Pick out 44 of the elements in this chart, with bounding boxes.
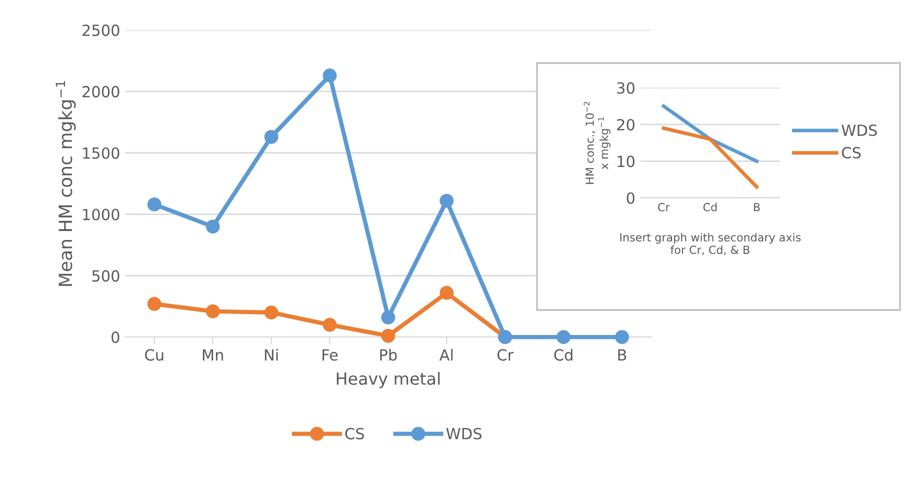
point (264, 130, 278, 144)
x-tick-label: Fe (322, 349, 338, 361)
y-tick-label: 30 (617, 82, 634, 94)
point (615, 330, 629, 344)
legend-label: CS (345, 428, 364, 440)
point (381, 328, 396, 343)
x-tick-label: Mn (202, 349, 223, 360)
x-tick-label: B (618, 349, 626, 360)
point (206, 304, 220, 318)
x-tick-label: B (754, 203, 760, 212)
legend-label: CS (842, 146, 861, 158)
y-tick-label: 1000 (83, 208, 120, 220)
point (440, 286, 454, 300)
text: HM conc., 10$^{−2}$ x mgkg$^{−1}$ (584, 102, 610, 184)
legend-label: WDS (446, 428, 482, 440)
x-axis-title: Heavy metal (336, 372, 440, 388)
point (381, 310, 396, 324)
x-tick-label: Al (439, 348, 453, 360)
point (147, 296, 162, 311)
x-tick-label: Cr (497, 349, 514, 361)
point (147, 198, 162, 212)
x-tick-label: Ni (264, 348, 278, 360)
x-tick-label: Cd (554, 348, 572, 361)
x-axis-title: Insert graph with secondary axis for Cr, Cd, & B (620, 232, 801, 256)
x-tick-label: Cr (658, 202, 670, 212)
legend-label: WDS (842, 124, 877, 136)
y-tick-label: 0 (112, 332, 120, 344)
y-tick-label: 0 (626, 192, 634, 204)
point (206, 220, 220, 234)
point (322, 68, 337, 82)
point (556, 330, 570, 344)
y-tick-label: 20 (617, 118, 634, 131)
x-tick-label: Pb (380, 348, 397, 361)
y-tick-label: 500 (92, 270, 120, 282)
y-tick-label: 10 (618, 156, 634, 168)
x-tick-label: Cu (145, 349, 164, 361)
point (440, 194, 454, 208)
x-tick-label: Cd (703, 202, 717, 212)
y-tick-label: 2000 (82, 86, 120, 98)
point (322, 318, 337, 332)
point (264, 306, 278, 320)
y-axis-title: Mean HM conc mgkg$^{−1}$ (56, 81, 76, 286)
y-tick-label: 1500 (83, 147, 120, 159)
y-tick-label: 2500 (82, 24, 120, 36)
